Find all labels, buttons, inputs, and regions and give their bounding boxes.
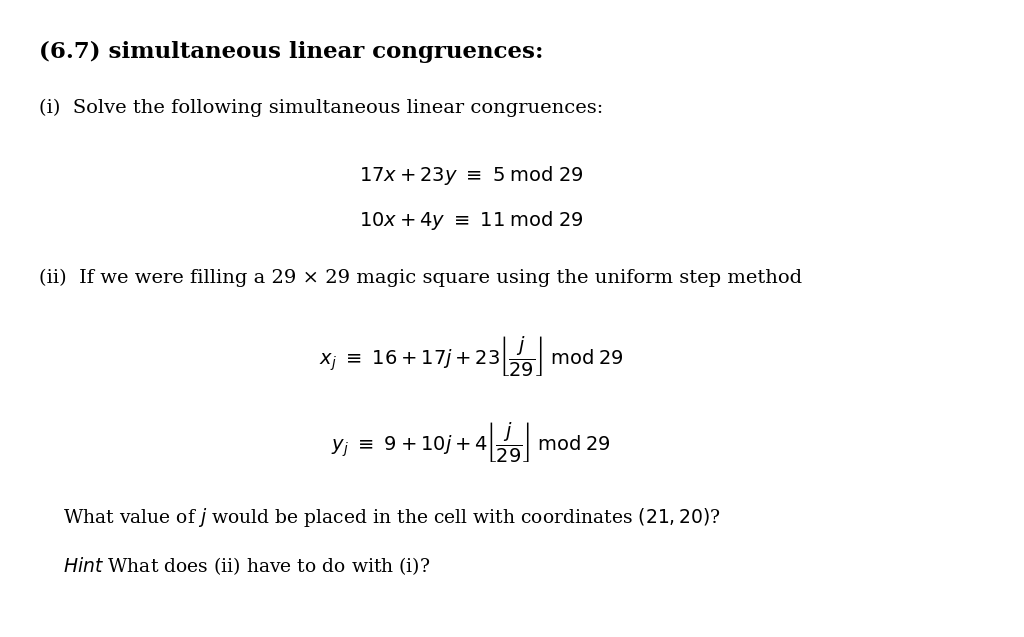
Text: $y_j \ \equiv \ 9 + 10j + 4 \left\lfloor \dfrac{j}{29} \right\rfloor \;\mathrm{m: $y_j \ \equiv \ 9 + 10j + 4 \left\lfloor… [331,420,611,464]
Text: $x_j \ \equiv \ 16 + 17j + 23 \left\lfloor \dfrac{j}{29} \right\rfloor \;\mathrm: $x_j \ \equiv \ 16 + 17j + 23 \left\lflo… [318,334,624,378]
Text: $\mathit{Hint}$ What does (ii) have to do with (i)?: $\mathit{Hint}$ What does (ii) have to d… [63,555,431,577]
Text: (ii)  If we were filling a 29 × 29 magic square using the uniform step method: (ii) If we were filling a 29 × 29 magic … [39,269,802,287]
Text: $10x + 4y \ \equiv \ 11 \;\mathrm{mod}\; 29$: $10x + 4y \ \equiv \ 11 \;\mathrm{mod}\;… [358,209,584,232]
Text: (i)  Solve the following simultaneous linear congruences:: (i) Solve the following simultaneous lin… [39,99,603,117]
Text: What value of $j$ would be placed in the cell with coordinates $(21, 20)$?: What value of $j$ would be placed in the… [63,506,721,529]
Text: (6.7) simultaneous linear congruences:: (6.7) simultaneous linear congruences: [39,41,544,64]
Text: $17x + 23y \ \equiv \ 5 \;\mathrm{mod}\; 29$: $17x + 23y \ \equiv \ 5 \;\mathrm{mod}\;… [358,164,584,187]
